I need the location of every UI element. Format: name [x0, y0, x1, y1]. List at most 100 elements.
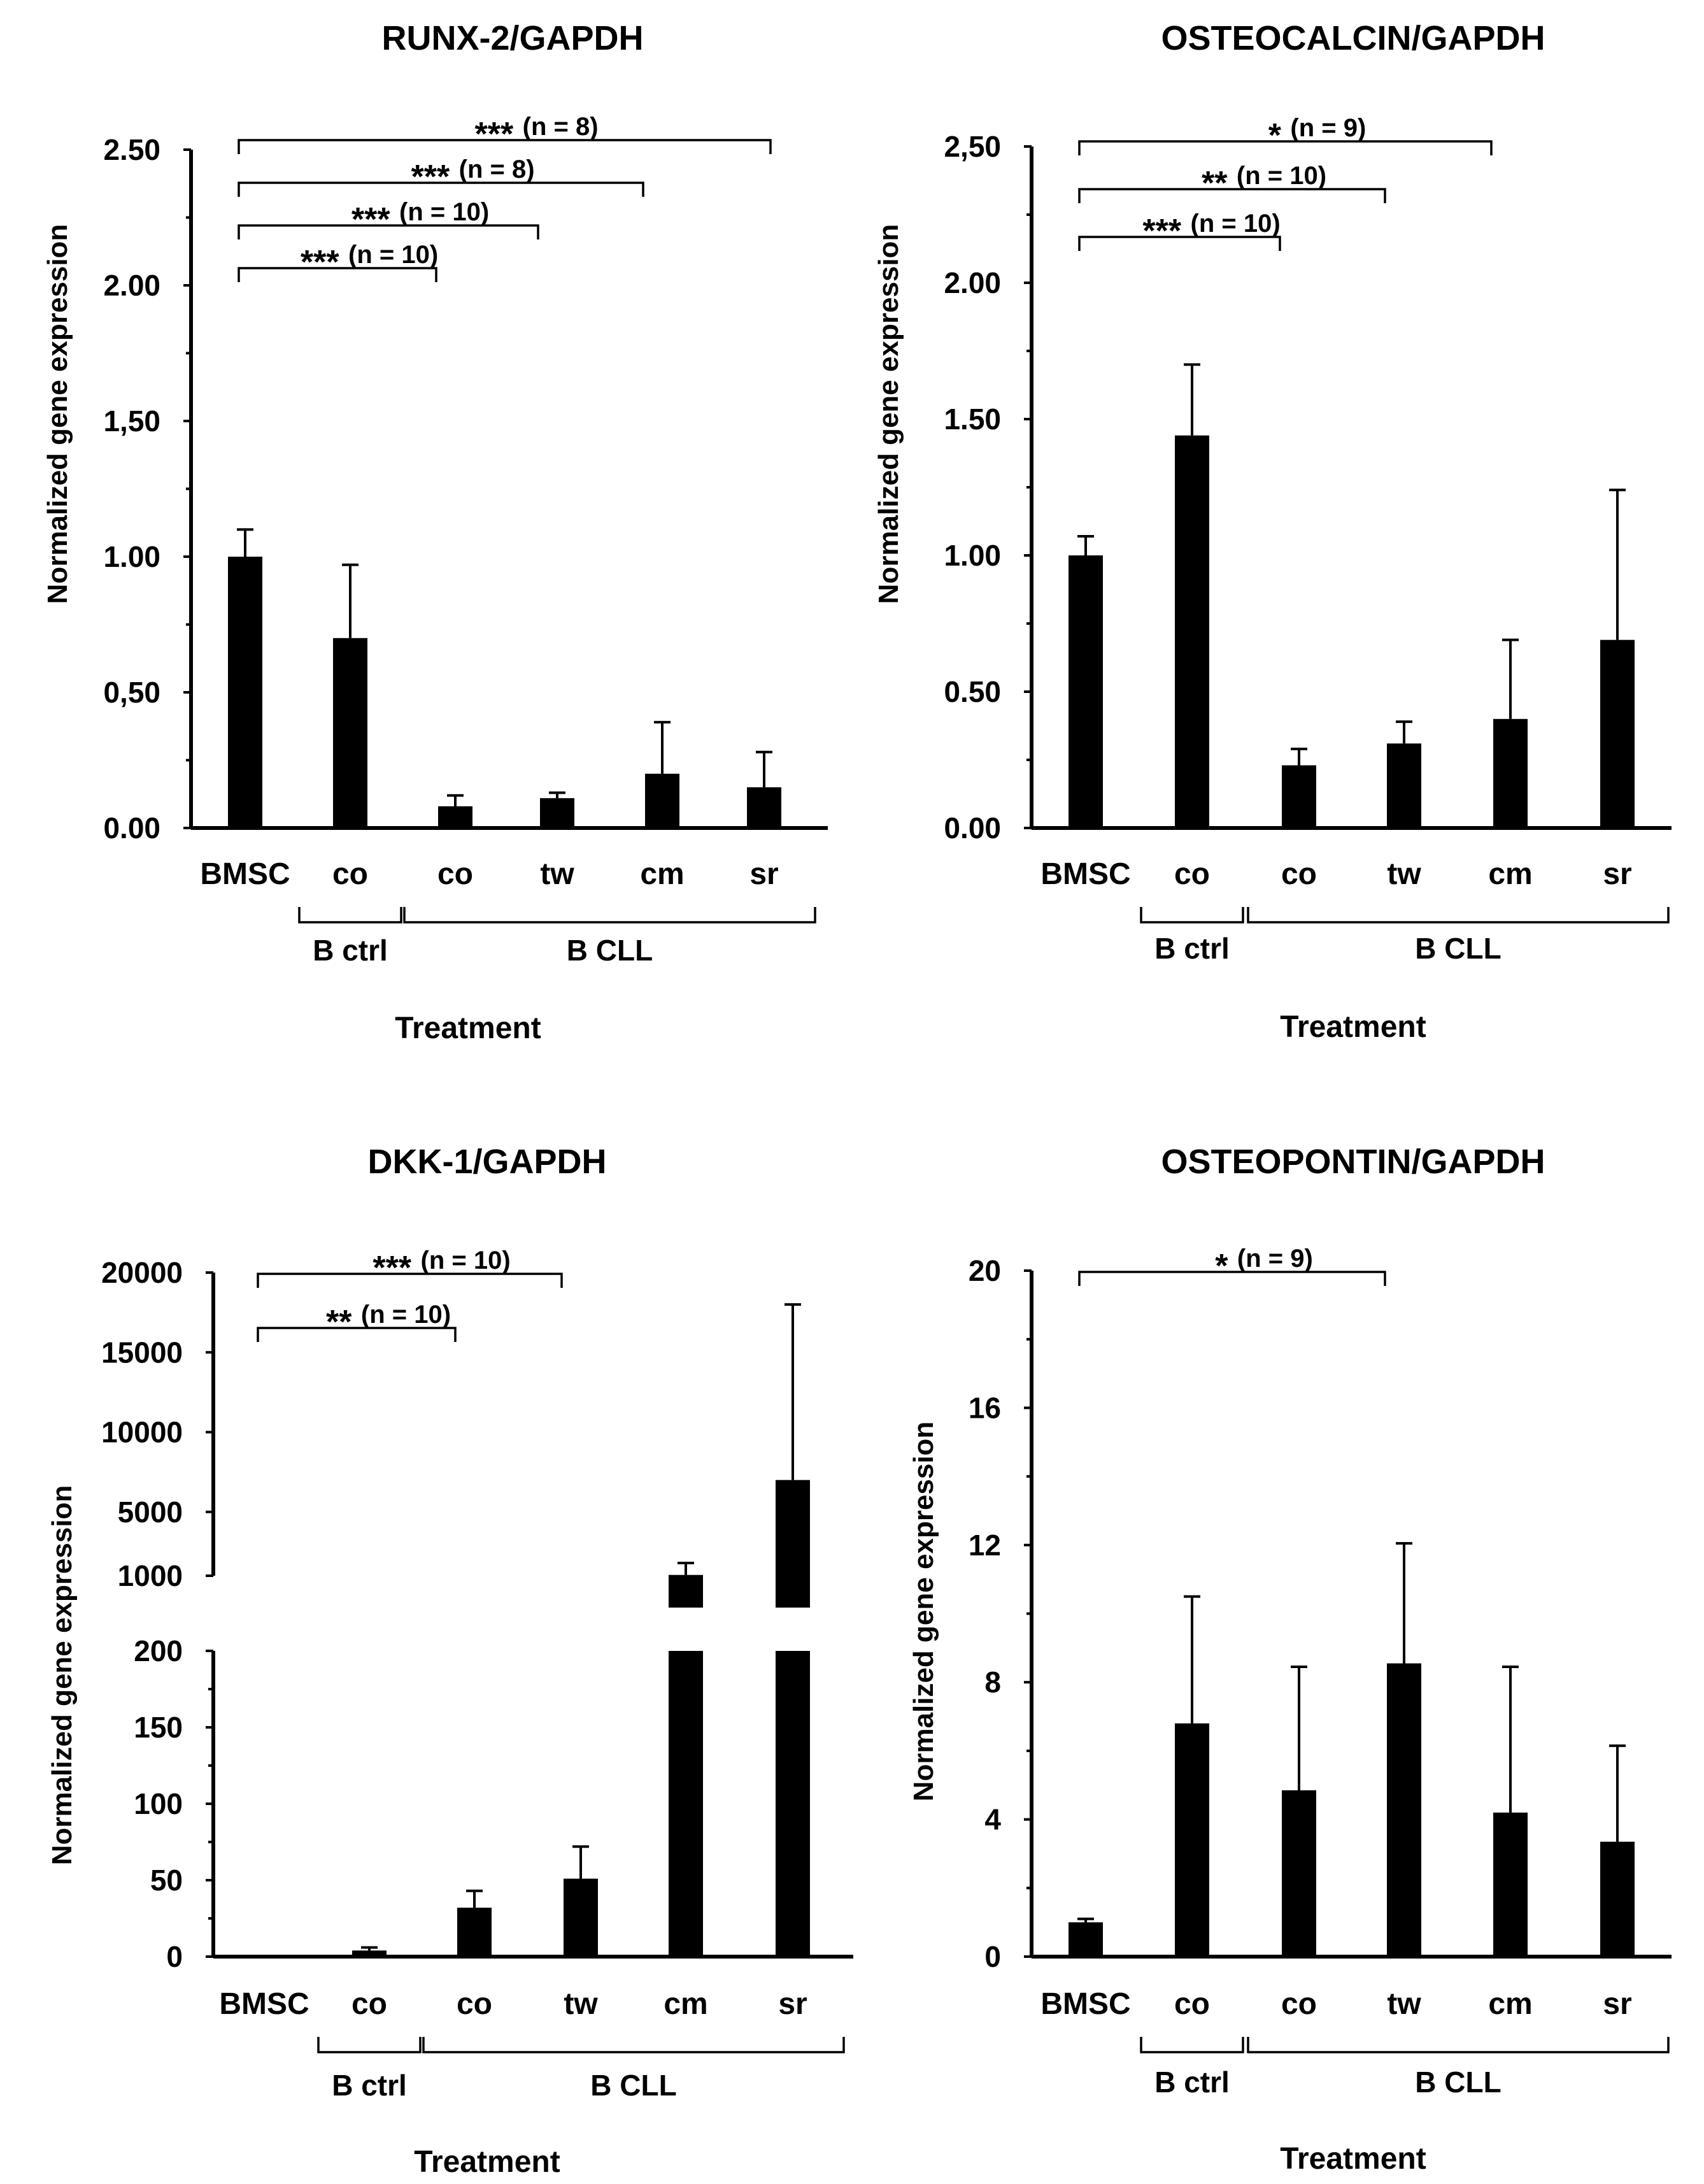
group-label: B CLL [590, 2069, 676, 2102]
significance-n: (n = 10) [361, 1301, 451, 1329]
y-tick-label: 8 [984, 1666, 1001, 1699]
significance-stars: *** [351, 201, 399, 238]
x-tick-label: tw [1387, 1987, 1421, 2021]
group-bracket [1140, 907, 1244, 924]
significance-n: (n = 8) [523, 113, 599, 141]
y-axis-label: Normalized gene expression [42, 224, 73, 604]
x-tick-label: BMSC [200, 857, 290, 891]
chart-panel-2: OSTEOCALCIN/GAPDH Normalized gene express… [873, 19, 1672, 1044]
group-bracket [403, 907, 816, 924]
significance-n: (n = 10) [1191, 210, 1281, 238]
significance-n: (n = 10) [421, 1246, 511, 1274]
group-bracket [298, 907, 402, 924]
significance-stars: ** [326, 1304, 361, 1341]
y-axis-label: Normalized gene expression [873, 224, 904, 604]
significance-label: * (n = 9) [1268, 114, 1367, 154]
x-tick-label: sr [778, 1987, 807, 2021]
significance-label: *** (n = 10) [351, 198, 489, 238]
bar [1175, 435, 1209, 828]
significance-bracket [1078, 1271, 1386, 1286]
significance-n: (n = 10) [399, 198, 489, 226]
group-bracket [1247, 2037, 1670, 2053]
y-tick-label: 1.00 [944, 539, 1001, 572]
bar [1069, 555, 1103, 828]
chart-panel-1: RUNX-2/GAPDH Normalized gene expression Tr… [42, 19, 828, 1045]
y-tick-label: 1,50 [103, 404, 160, 438]
significance-n: (n = 9) [1237, 1245, 1313, 1273]
y-tick-label: 1.50 [944, 403, 1001, 436]
x-tick-label: sr [1603, 1987, 1631, 2021]
bar [1387, 743, 1421, 828]
x-axis-label: Treatment [414, 2145, 560, 2179]
x-tick-label: sr [1603, 857, 1631, 891]
chart-title: OSTEOPONTIN/GAPDH [1161, 1143, 1545, 1181]
bar [1282, 765, 1316, 828]
y-tick-label: 20 [969, 1254, 1001, 1287]
group-bracket [1247, 907, 1670, 924]
significance-bracket [238, 182, 644, 197]
significance-bracket [1078, 188, 1386, 203]
group-label: B CLL [1415, 932, 1501, 965]
x-tick-label: co [437, 857, 473, 891]
significance-n: (n = 9) [1290, 114, 1366, 142]
x-tick-label: co [351, 1987, 387, 2021]
x-tick-label: co [332, 857, 368, 891]
y-tick-label: 0.00 [103, 811, 160, 845]
significance-label: *** (n = 10) [301, 241, 438, 281]
y-tick-label: 50 [150, 1864, 183, 1897]
significance-bracket [1078, 140, 1493, 155]
significance-label: *** (n = 8) [411, 155, 534, 196]
x-tick-label: co [1174, 1987, 1210, 2021]
group-bracket [317, 2037, 422, 2053]
x-tick-label: cm [1488, 857, 1532, 891]
group-label: B CLL [567, 934, 653, 967]
significance-stars: * [1215, 1248, 1237, 1285]
bar [1069, 1922, 1103, 1957]
bar [776, 1651, 810, 1957]
chart-title: OSTEOCALCIN/GAPDH [1161, 19, 1545, 57]
y-tick-label: 0 [166, 1940, 183, 1973]
y-axis-label: Normalized gene expression [46, 1485, 78, 1866]
y-tick-label: 0,50 [103, 676, 160, 709]
significance-label: * (n = 9) [1215, 1245, 1313, 1285]
x-tick-label: BMSC [1040, 857, 1130, 891]
significance-bracket [257, 1273, 563, 1288]
x-tick-label: tw [540, 857, 574, 891]
significance-n: (n = 10) [1237, 162, 1326, 190]
y-tick-label: 12 [969, 1529, 1001, 1562]
significance-stars: ** [1202, 165, 1237, 202]
bar [1600, 1841, 1635, 1957]
significance-label: *** (n = 10) [1142, 210, 1280, 250]
bar [1600, 639, 1635, 828]
y-tick-label: 10000 [101, 1416, 183, 1449]
x-axis-label: Treatment [1280, 1010, 1426, 1044]
x-tick-label: cm [640, 857, 684, 891]
significance-bracket [257, 1327, 457, 1342]
significance-label: ** (n = 10) [326, 1301, 451, 1341]
x-tick-label: cm [1488, 1987, 1532, 2021]
significance-stars: *** [373, 1250, 420, 1287]
significance-label: *** (n = 10) [373, 1246, 510, 1287]
group-label: B ctrl [1154, 2066, 1230, 2099]
y-tick-label: 1000 [118, 1559, 183, 1592]
bar [747, 787, 781, 828]
x-tick-label: BMSC [1040, 1987, 1130, 2021]
bar-upper-segment [776, 1480, 810, 1608]
y-tick-label: 150 [134, 1711, 183, 1744]
significance-bracket [238, 139, 772, 154]
significance-label: ** (n = 10) [1202, 162, 1326, 202]
group-label: B CLL [1415, 2066, 1501, 2099]
x-tick-label: sr [749, 857, 778, 891]
bar [247, 1955, 281, 1957]
y-tick-label: 16 [969, 1391, 1001, 1424]
significance-n: (n = 8) [459, 155, 535, 183]
significance-stars: *** [1142, 213, 1190, 250]
y-tick-label: 2,50 [944, 130, 1001, 163]
chart-title: DKK-1/GAPDH [367, 1143, 606, 1181]
x-tick-label: tw [1387, 857, 1421, 891]
y-tick-label: 0.50 [944, 675, 1001, 708]
significance-stars: *** [301, 244, 348, 281]
bar [1387, 1663, 1421, 1957]
bar [1493, 1812, 1528, 1957]
